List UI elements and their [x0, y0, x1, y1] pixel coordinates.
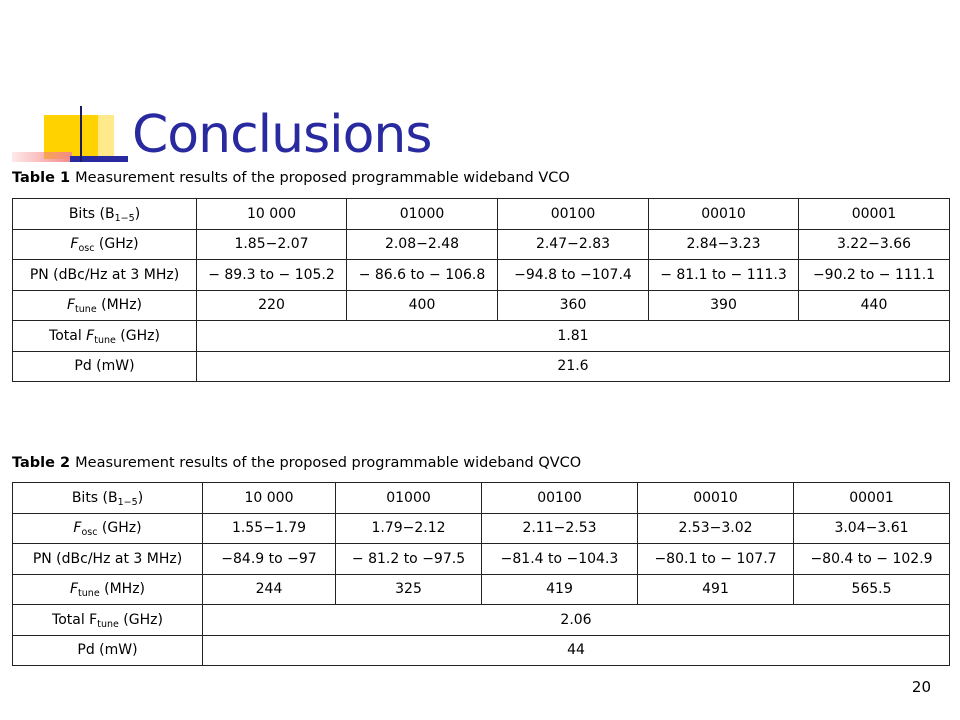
table-row-pd: Pd (mW) 21.6 [12, 350, 950, 382]
row-label-bits: Bits (B1−5) [12, 482, 203, 514]
table-row-bits: Bits (B1−5) 10 000 01000 00100 00010 000… [12, 198, 950, 230]
slide-title: Conclusions [132, 105, 432, 165]
table-cell: 2.53−3.02 [637, 512, 794, 544]
table-cell: − 81.1 to − 111.3 [648, 259, 799, 291]
table-cell: 10 000 [196, 198, 347, 230]
table-row-pd: Pd (mW) 44 [12, 634, 950, 666]
table-row-ftune: Ftune (MHz) 244 325 419 491 565.5 [12, 573, 950, 605]
table-cell: 491 [637, 573, 794, 605]
title-decoration-yellow-strip [98, 115, 114, 159]
table-cell: 2.08−2.48 [346, 228, 498, 260]
row-label-pd: Pd (mW) [12, 350, 197, 382]
table-row-total-ftune: Total Ftune (GHz) 1.81 [12, 320, 950, 352]
table-cell: 400 [346, 289, 498, 321]
table-cell: 00010 [648, 198, 799, 230]
table-cell: 44 [202, 634, 950, 666]
table-cell: 1.79−2.12 [335, 512, 482, 544]
table2: Bits (B1−5) 10 000 01000 00100 00010 000… [12, 482, 950, 666]
table-cell: 1.55−1.79 [202, 512, 336, 544]
row-label-ftune: Ftune (MHz) [12, 289, 197, 321]
table2-caption-text: Measurement results of the proposed prog… [75, 455, 582, 471]
row-label-total-ftune: Total Ftune (GHz) [12, 320, 197, 352]
row-label-fosc: Fosc (GHz) [12, 228, 197, 260]
row-label-pd: Pd (mW) [12, 634, 203, 666]
table-cell: 2.84−3.23 [648, 228, 799, 260]
row-label-ftune: Ftune (MHz) [12, 573, 203, 605]
table1: Bits (B1−5) 10 000 01000 00100 00010 000… [12, 198, 950, 382]
table-cell: 1.85−2.07 [196, 228, 347, 260]
table-cell: 3.04−3.61 [793, 512, 950, 544]
table-cell: 2.47−2.83 [497, 228, 649, 260]
table-row-fosc: Fosc (GHz) 1.55−1.79 1.79−2.12 2.11−2.53… [12, 512, 950, 544]
table-cell: 3.22−3.66 [798, 228, 950, 260]
table-cell: 00001 [793, 482, 950, 514]
title-decoration-blue-bar [70, 156, 128, 162]
table-cell: 01000 [346, 198, 498, 230]
title-decoration-red-bar [12, 152, 72, 162]
table-cell: 325 [335, 573, 482, 605]
table-cell: 2.11−2.53 [481, 512, 638, 544]
table-cell: 00100 [481, 482, 638, 514]
table-cell: − 86.6 to − 106.8 [346, 259, 498, 291]
table1-caption-text: Measurement results of the proposed prog… [75, 170, 570, 186]
table-cell: 00001 [798, 198, 950, 230]
table-cell: −80.1 to − 107.7 [637, 543, 794, 575]
table-row-pn: PN (dBc/Hz at 3 MHz) − 89.3 to − 105.2 −… [12, 259, 950, 291]
row-label-total-ftune: Total Ftune (GHz) [12, 604, 203, 636]
page-number: 20 [911, 678, 931, 696]
table-row-fosc: Fosc (GHz) 1.85−2.07 2.08−2.48 2.47−2.83… [12, 228, 950, 260]
row-label-bits: Bits (B1−5) [12, 198, 197, 230]
table-cell: 1.81 [196, 320, 950, 352]
table-row-total-ftune: Total Ftune (GHz) 2.06 [12, 604, 950, 636]
table-cell: 440 [798, 289, 950, 321]
table-cell: 360 [497, 289, 649, 321]
table-cell: 10 000 [202, 482, 336, 514]
table1-caption-label: Table 1 [12, 170, 71, 186]
table-cell: − 81.2 to −97.5 [335, 543, 482, 575]
table-cell: −94.8 to −107.4 [497, 259, 649, 291]
table-cell: 390 [648, 289, 799, 321]
table-cell: −80.4 to − 102.9 [793, 543, 950, 575]
table-cell: 00010 [637, 482, 794, 514]
table-cell: −81.4 to −104.3 [481, 543, 638, 575]
table-row-bits: Bits (B1−5) 10 000 01000 00100 00010 000… [12, 482, 950, 514]
table-row-pn: PN (dBc/Hz at 3 MHz) −84.9 to −97 − 81.2… [12, 543, 950, 575]
table-cell: 244 [202, 573, 336, 605]
table-cell: − 89.3 to − 105.2 [196, 259, 347, 291]
table-cell: 01000 [335, 482, 482, 514]
title-decoration-vertical-line [80, 106, 82, 162]
row-label-fosc: Fosc (GHz) [12, 512, 203, 544]
table2-caption-label: Table 2 [12, 455, 71, 471]
table-cell: −90.2 to − 111.1 [798, 259, 950, 291]
table-row-ftune: Ftune (MHz) 220 400 360 390 440 [12, 289, 950, 321]
table1-caption: Table 1 Measurement results of the propos… [12, 170, 570, 186]
table-cell: 21.6 [196, 350, 950, 382]
table-cell: 00100 [497, 198, 649, 230]
row-label-pn: PN (dBc/Hz at 3 MHz) [12, 543, 203, 575]
table-cell: 2.06 [202, 604, 950, 636]
table2-caption: Table 2 Measurement results of the propos… [12, 455, 581, 471]
title-decoration-yellow-block [44, 115, 106, 159]
table-cell: 565.5 [793, 573, 950, 605]
row-label-pn: PN (dBc/Hz at 3 MHz) [12, 259, 197, 291]
table-cell: 419 [481, 573, 638, 605]
table-cell: −84.9 to −97 [202, 543, 336, 575]
table-cell: 220 [196, 289, 347, 321]
